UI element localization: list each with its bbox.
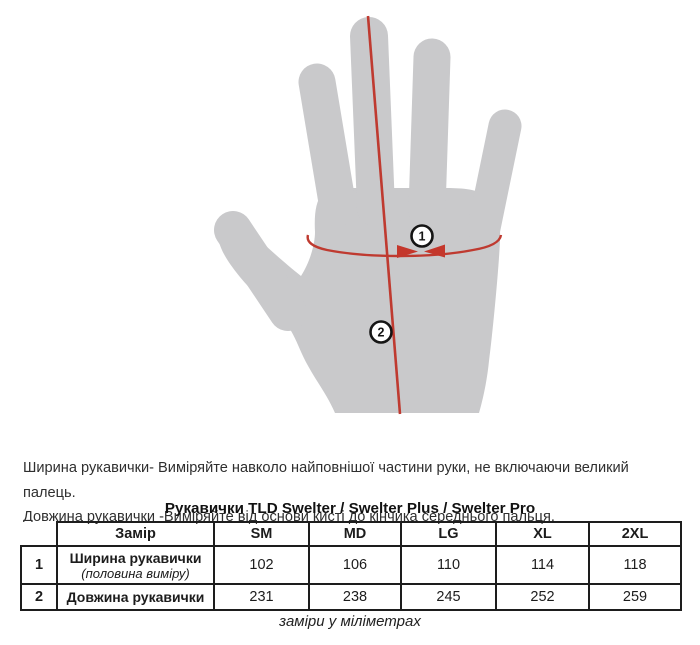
ring-finger — [408, 38, 451, 229]
row-number: 2 — [20, 583, 58, 611]
marker-2: 2 — [369, 320, 393, 344]
pinky-finger — [467, 109, 522, 245]
row-label-main: Ширина рукавички — [69, 549, 202, 566]
marker-1-label: 1 — [419, 230, 426, 244]
value-width-md: 106 — [308, 545, 402, 585]
middle-finger — [350, 17, 395, 227]
value-length-xl: 252 — [495, 583, 590, 611]
marker-1: 1 — [410, 224, 434, 248]
arrow-right-icon — [397, 245, 418, 258]
width-instruction: Ширина рукавички- Виміряйте навколо найп… — [23, 460, 629, 501]
col-header-lg: LG — [400, 521, 497, 547]
index-finger — [298, 63, 357, 227]
value-width-sm: 102 — [213, 545, 310, 585]
hand-measurement-diagram: 1 2 — [214, 15, 522, 415]
size-table-header-row: Замір SM MD LG XL 2XL — [21, 521, 682, 547]
units-footnote: заміри у міліметрах — [279, 613, 421, 630]
glove-size-table: Замір SM MD LG XL 2XL 1 Ширина рукавички… — [20, 521, 682, 611]
col-header-xl: XL — [495, 521, 590, 547]
value-length-2xl: 259 — [588, 583, 682, 611]
row-label-main: Довжина рукавички — [66, 589, 205, 605]
row-label-sub: (половина виміру) — [81, 565, 190, 581]
value-width-lg: 110 — [400, 545, 497, 585]
col-header-measure: Замір — [56, 521, 215, 547]
corner-cell — [21, 522, 57, 546]
size-table-title: Рукавички TLD Swelter / Swelter Plus / S… — [164, 500, 536, 517]
col-header-2xl: 2XL — [588, 521, 682, 547]
hand-silhouette — [214, 17, 522, 413]
row-number: 1 — [20, 545, 58, 585]
length-instruction: Довжина рукавички -Виміряйте від основи … — [23, 509, 555, 525]
value-length-sm: 231 — [213, 583, 310, 611]
marker-2-label: 2 — [378, 326, 385, 340]
value-length-lg: 245 — [400, 583, 497, 611]
col-header-sm: SM — [213, 521, 310, 547]
row-label-length: Довжина рукавички — [56, 583, 215, 611]
value-width-xl: 114 — [495, 545, 590, 585]
measurement-instructions: Ширина рукавички- Виміряйте навколо найп… — [23, 456, 683, 530]
row-label-width: Ширина рукавички (половина виміру) — [56, 545, 215, 585]
value-length-md: 238 — [308, 583, 402, 611]
arrow-left-icon — [424, 244, 445, 258]
value-width-2xl: 118 — [588, 545, 682, 585]
col-header-md: MD — [308, 521, 402, 547]
width-measure-line — [306, 234, 503, 258]
table-row-width: 1 Ширина рукавички (половина виміру) 102… — [20, 545, 682, 585]
length-measure-line — [366, 15, 402, 415]
table-row-length: 2 Довжина рукавички 231 238 245 252 259 — [20, 583, 682, 611]
thumb — [214, 211, 307, 331]
